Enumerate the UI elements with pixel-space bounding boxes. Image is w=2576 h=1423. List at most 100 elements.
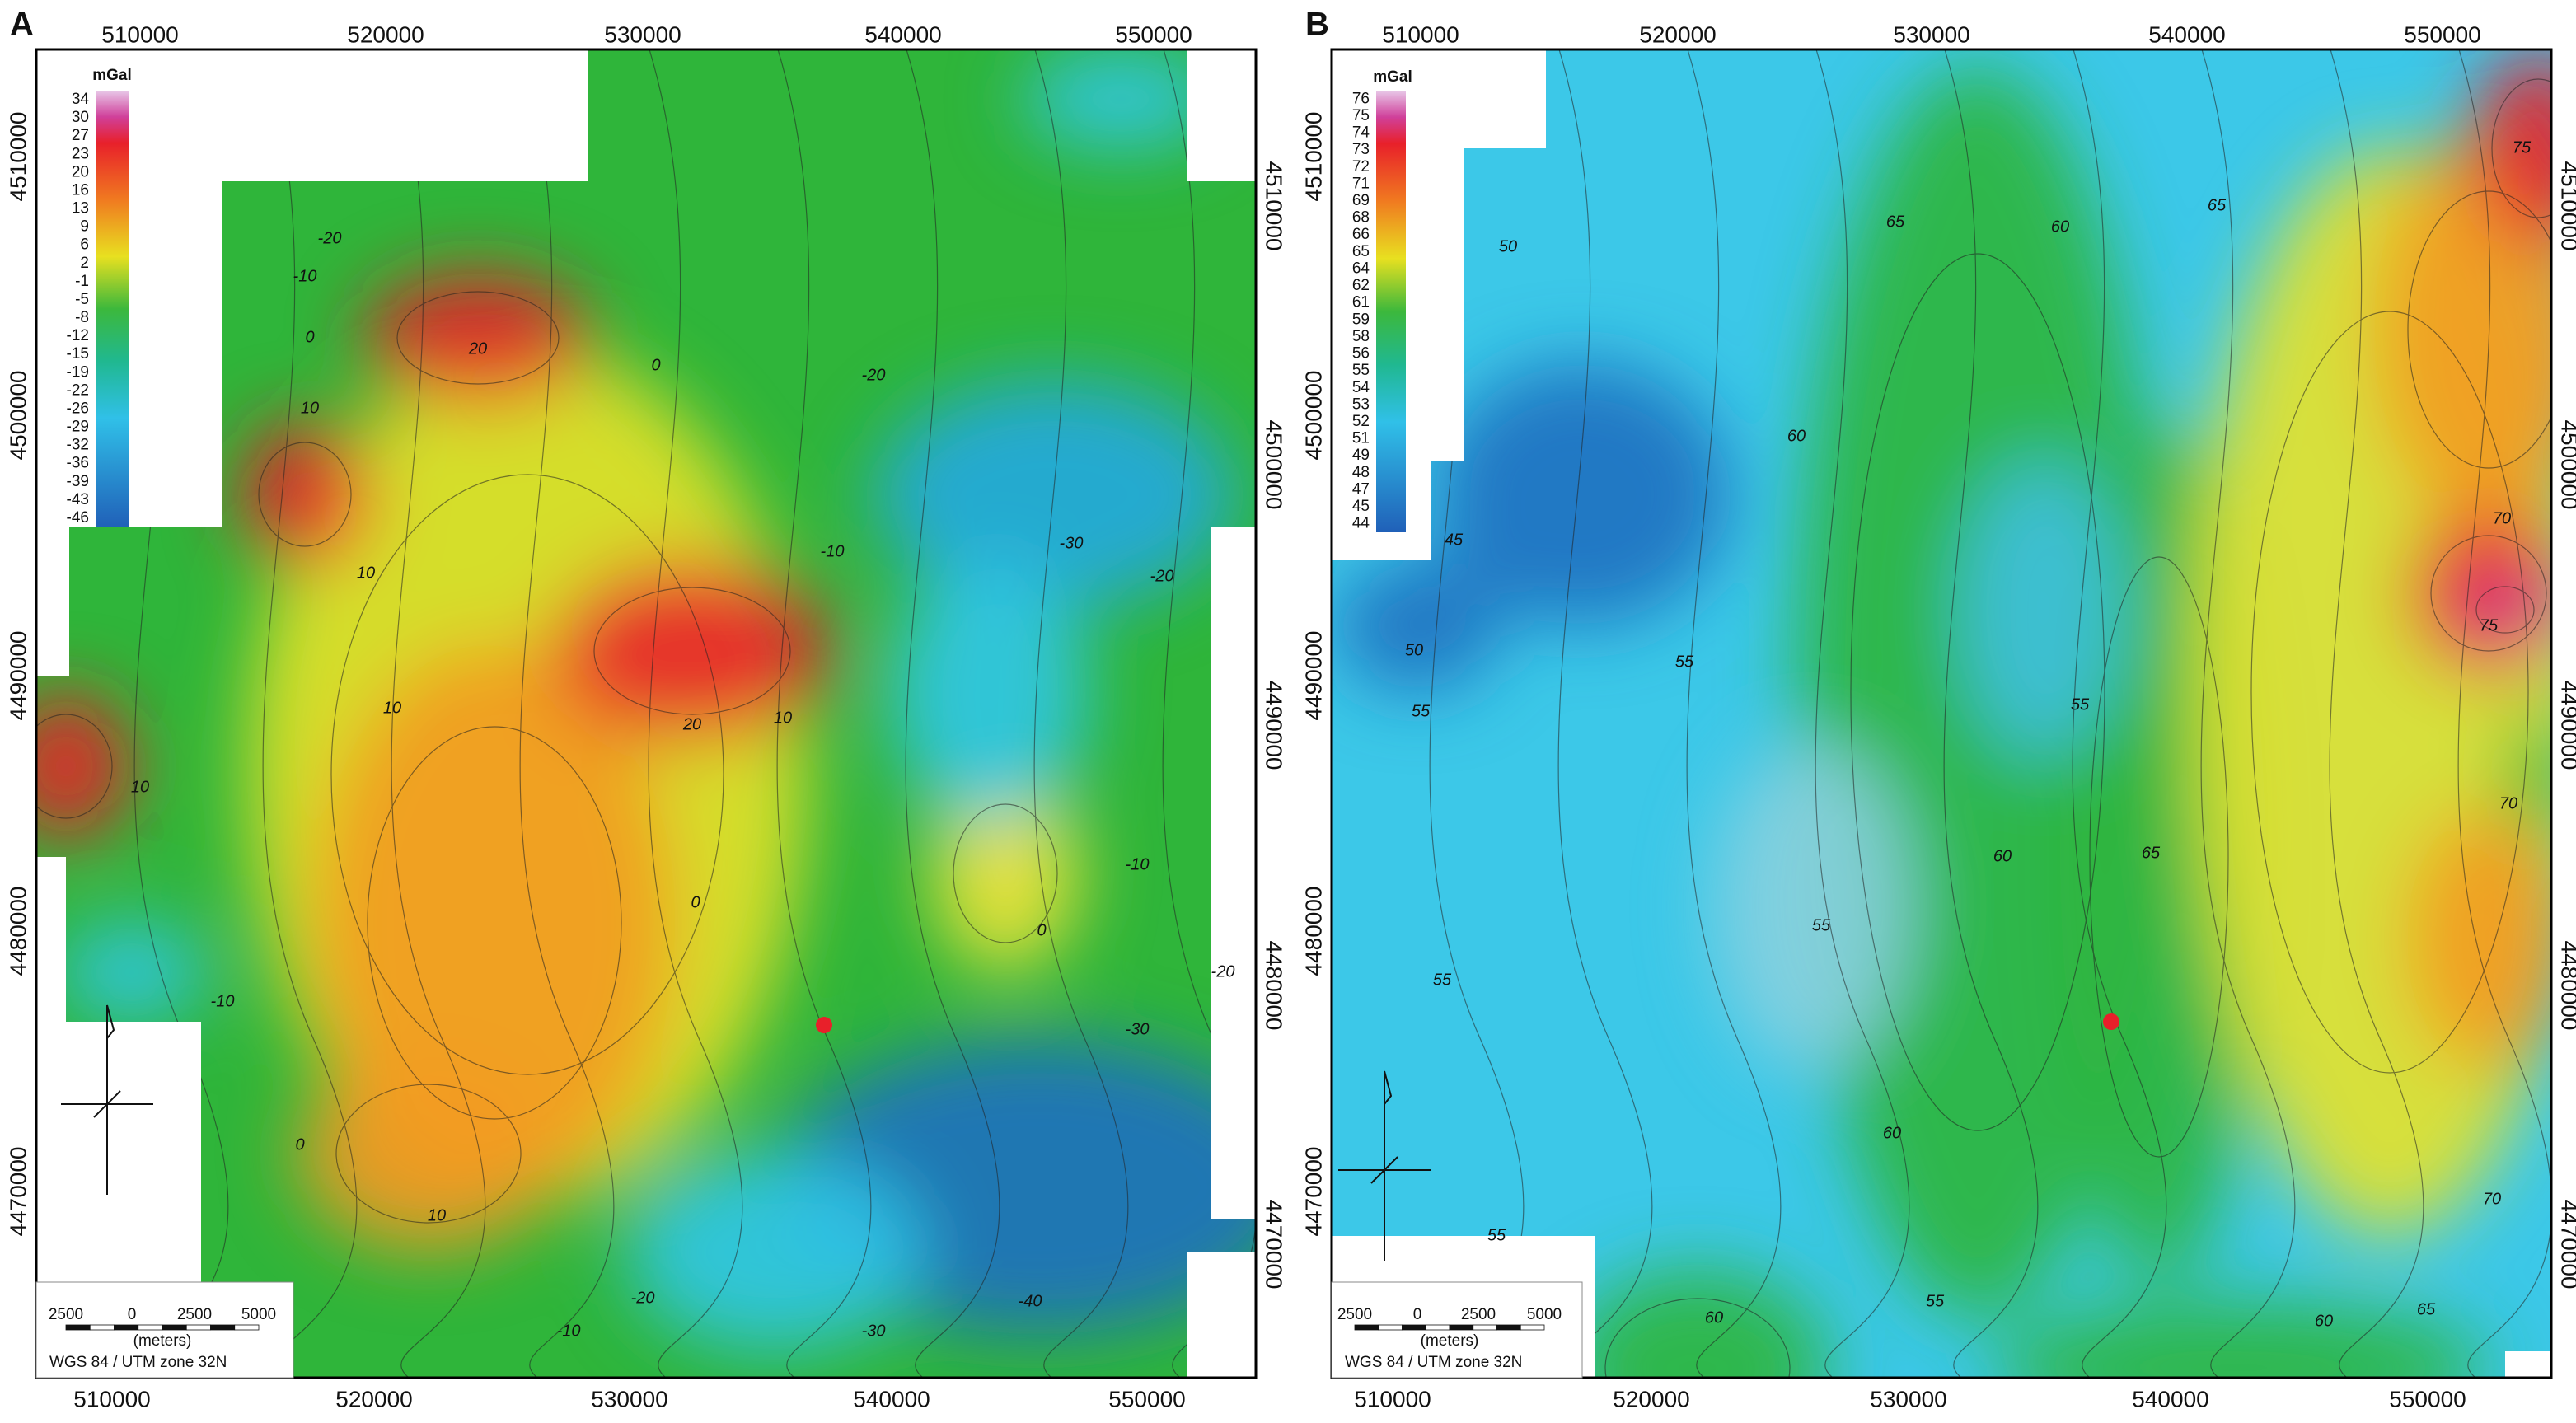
contour-label: 65	[1886, 213, 1905, 231]
contour-label: 60	[1787, 427, 1806, 445]
legend-label: 58	[1352, 328, 1370, 345]
x-tick-label: 550000	[1115, 21, 1192, 47]
legend-label: 23	[72, 145, 89, 162]
legend-label: 13	[72, 200, 89, 218]
contour-line	[1686, 49, 1782, 1378]
contour-label: 55	[1487, 1226, 1506, 1244]
colorbar	[1376, 91, 1406, 532]
legend-label: 9	[80, 218, 89, 236]
scale-tick: 2500	[1461, 1306, 1496, 1323]
contour-label: 0	[1037, 921, 1046, 939]
contour-label: 70	[2499, 794, 2517, 812]
x-tick-label: 520000	[1639, 21, 1716, 47]
contour-label: -10	[821, 542, 845, 560]
contour-label: 0	[651, 356, 660, 374]
legend-label: -12	[67, 327, 89, 344]
legend-label: 47	[1352, 480, 1370, 498]
anomaly-blob	[890, 560, 1088, 824]
contour-line	[2329, 49, 2424, 1378]
scale-segment	[1354, 1324, 1379, 1331]
legend-label: -39	[67, 473, 89, 490]
x-tick-label: 550000	[1108, 1386, 1185, 1411]
legend-label: -1	[75, 273, 89, 290]
legend-label: -32	[67, 437, 89, 454]
anomaly-blob	[1566, 1269, 1829, 1378]
contour-label: 60	[1705, 1308, 1723, 1327]
contour-label: 10	[428, 1206, 446, 1224]
no-data-area	[1431, 49, 1464, 461]
panel-label: B	[1305, 7, 1329, 43]
contour-line	[1943, 49, 2039, 1378]
legend-label: 53	[1352, 396, 1370, 413]
y-tick-label: 4480000	[2557, 940, 2576, 1030]
x-tick-label: 540000	[864, 21, 941, 47]
anomaly-blob	[1994, 1302, 2489, 1378]
legend-label: 20	[72, 163, 89, 180]
contour-line	[262, 49, 358, 1378]
contour-label: 10	[301, 399, 319, 417]
x-tick-label: 530000	[604, 21, 681, 47]
contour-label: 75	[2480, 616, 2499, 634]
y-tick-label: 4490000	[2557, 680, 2576, 770]
legend-label: -19	[67, 363, 89, 381]
scale-unit: (meters)	[133, 1332, 192, 1350]
y-tick-label: 4480000	[1262, 940, 1287, 1030]
legend-label: 52	[1352, 413, 1370, 430]
contour-label: 50	[1405, 641, 1423, 659]
contour-line	[2200, 49, 2296, 1378]
scale-tick: 0	[1413, 1306, 1422, 1323]
y-tick-label: 4470000	[1300, 1146, 1326, 1236]
no-data-area	[36, 527, 69, 676]
projection-label: WGS 84 / UTM zone 32N	[1345, 1354, 1522, 1371]
contour-ring	[2250, 311, 2529, 1074]
anomaly-blob	[1714, 742, 1912, 1071]
contour-label: 10	[357, 564, 375, 582]
y-tick-label: 4510000	[1262, 161, 1287, 250]
legend-label: -5	[75, 291, 89, 308]
map-frame	[35, 48, 1258, 1379]
anomaly-field	[36, 49, 1256, 1351]
contour-label: 10	[131, 778, 149, 796]
contour-label: -40	[1019, 1292, 1042, 1310]
contour-line	[905, 49, 1000, 1378]
legend-label: 49	[1352, 447, 1370, 464]
contour-line	[1557, 49, 1653, 1378]
colorbar	[96, 91, 129, 527]
anomaly-blob	[239, 420, 371, 569]
contour-line	[776, 49, 872, 1378]
legend-label: 62	[1352, 277, 1370, 294]
contour-label: -10	[557, 1322, 581, 1340]
scale-segment	[185, 1324, 211, 1331]
legend-label: 66	[1352, 226, 1370, 243]
anomaly-blob	[2472, 49, 2551, 247]
contour-ring	[1604, 1298, 1791, 1378]
contour-label: -20	[862, 366, 886, 384]
legend-label: 61	[1352, 294, 1370, 311]
legend-label: 16	[72, 181, 89, 199]
contour-line	[2457, 49, 2551, 1378]
legend-label: 68	[1352, 209, 1370, 227]
contour-label: 60	[1883, 1124, 1901, 1142]
no-data-area	[1187, 1252, 1256, 1378]
contour-line	[1033, 49, 1129, 1378]
anomaly-blob	[2406, 807, 2551, 1071]
legend-label: 76	[1352, 90, 1370, 107]
legend-label: 54	[1352, 379, 1370, 396]
legend-label: 65	[1352, 243, 1370, 260]
scale-segment	[1496, 1324, 1521, 1331]
contour-label: -10	[1126, 855, 1150, 873]
scale-segment	[1402, 1324, 1426, 1331]
contour-label: -20	[318, 229, 342, 247]
anomaly-blob	[873, 379, 1236, 610]
site-marker	[2103, 1013, 2119, 1030]
contour-ring	[2475, 586, 2535, 634]
contour-label: 55	[1412, 702, 1431, 720]
x-tick-label: 530000	[591, 1386, 667, 1411]
contour-label: 55	[2071, 695, 2090, 714]
contour-label: 60	[1993, 847, 2012, 865]
scale-segment	[114, 1324, 139, 1331]
map-surface	[36, 49, 1256, 1378]
contour-ring	[335, 1084, 522, 1224]
legend-label: 27	[72, 127, 89, 144]
contour-lines	[1429, 49, 2551, 1378]
